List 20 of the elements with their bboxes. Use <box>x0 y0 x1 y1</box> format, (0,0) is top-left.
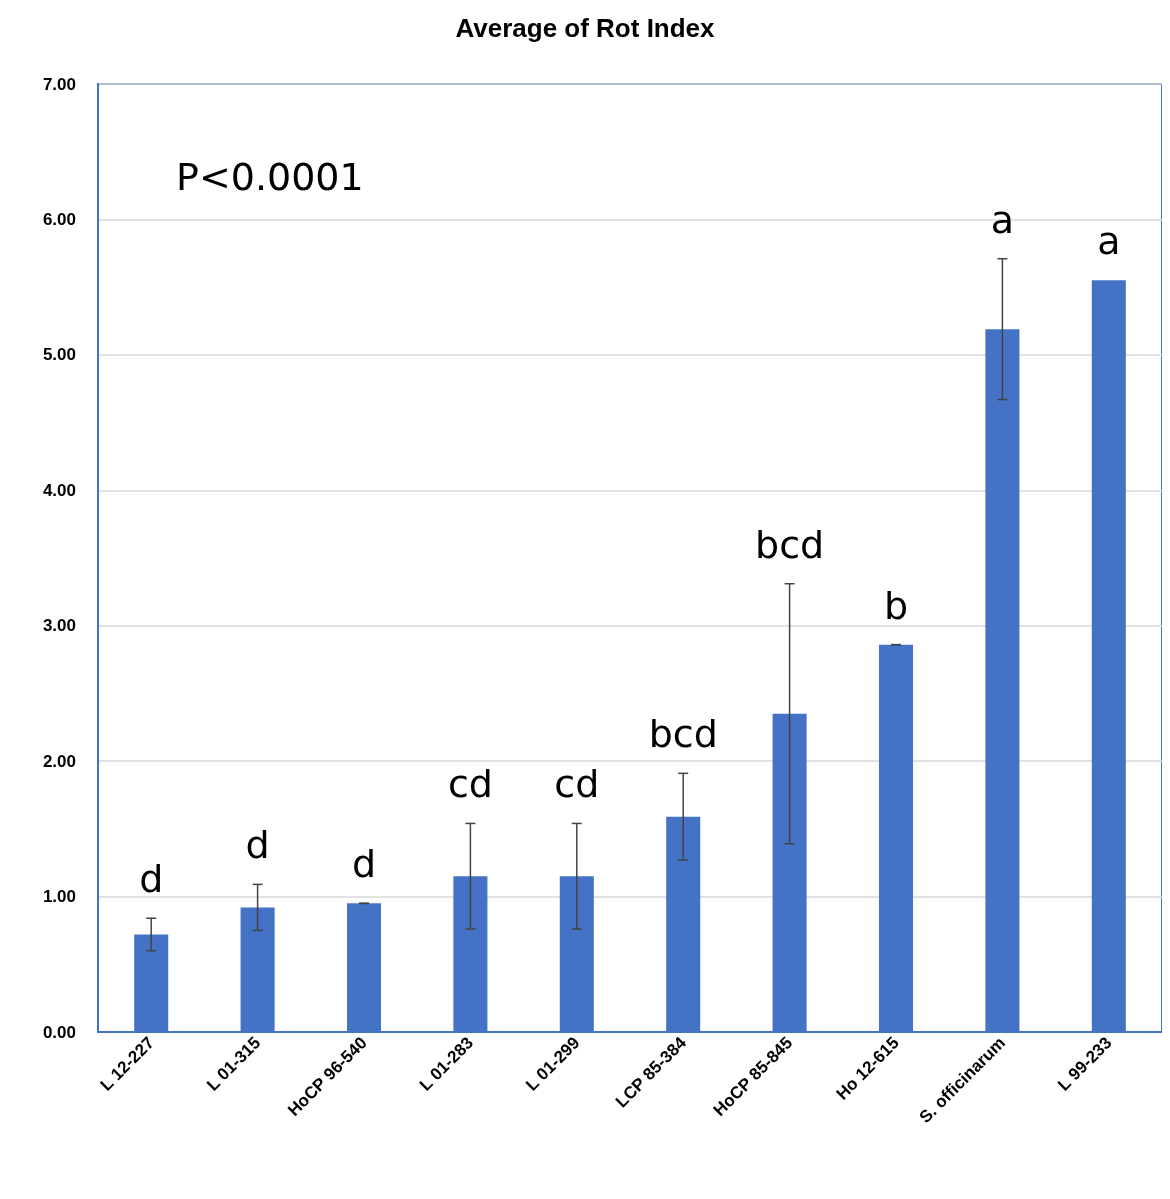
annotation: P<0.0001 <box>176 155 364 199</box>
y-tick-label: 4.00 <box>42 480 76 500</box>
annotation: d <box>351 842 377 887</box>
y-tick-label: 0.00 <box>42 1022 76 1042</box>
annotation: b <box>883 583 909 628</box>
annotation: d <box>245 823 270 868</box>
annotation: bcd <box>755 522 825 567</box>
annotation: d <box>139 857 164 902</box>
y-tick-label: 3.00 <box>42 616 76 636</box>
annotation: cd <box>447 762 493 807</box>
y-tick-label: 5.00 <box>42 345 76 365</box>
annotation: a <box>990 197 1015 242</box>
annotation: cd <box>554 762 600 807</box>
annotation: a <box>1097 219 1121 264</box>
annotation: bcd <box>648 712 718 757</box>
chart-title: Average of Rot Index <box>455 13 716 43</box>
y-tick-label: 1.00 <box>42 887 76 907</box>
y-tick-label: 7.00 <box>42 74 76 94</box>
y-tick-label: 6.00 <box>42 209 76 229</box>
y-tick-label: 2.00 <box>42 751 76 771</box>
